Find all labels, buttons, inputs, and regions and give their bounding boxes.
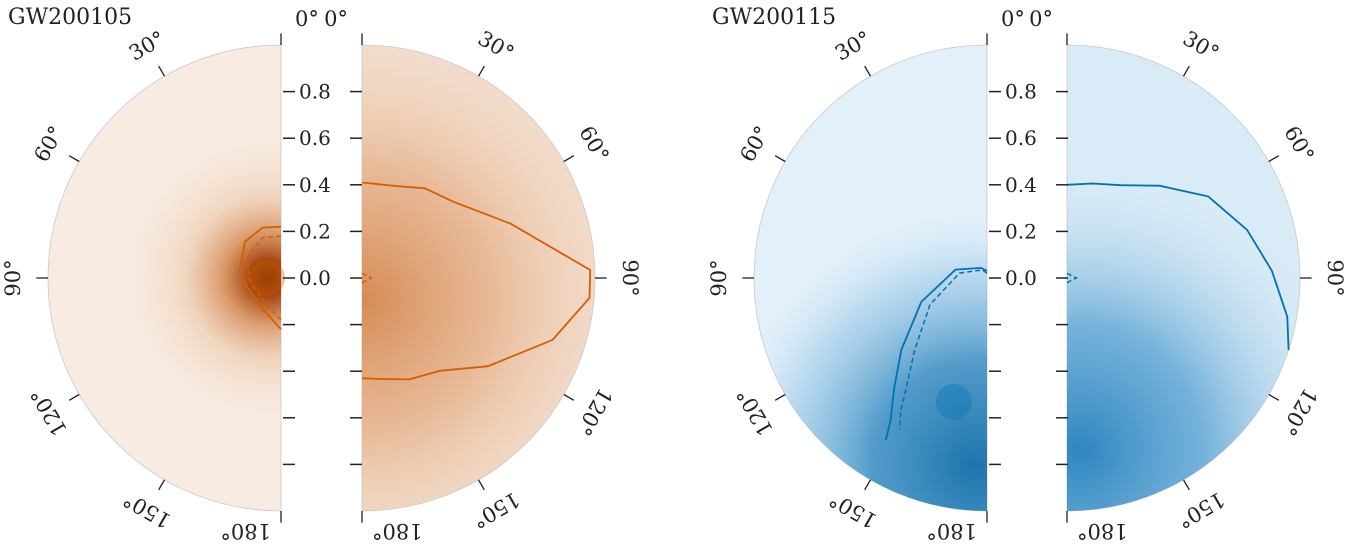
- angle-tick: [1268, 393, 1280, 401]
- angle-label-180: 180°: [926, 519, 977, 543]
- angle-label: 90°: [618, 259, 642, 296]
- angle-label-180: 180°: [220, 519, 271, 543]
- contour-90-dashed: [247, 235, 282, 321]
- angle-label: 60°: [735, 122, 774, 166]
- angle-label: 150°: [468, 487, 524, 533]
- angle-label: 120°: [26, 384, 72, 440]
- angle-tick: [158, 479, 166, 491]
- angle-tick: [774, 393, 786, 401]
- density-shading: [754, 45, 987, 511]
- angle-tick: [477, 65, 485, 77]
- angle-label: 60°: [1279, 122, 1318, 166]
- radius-tick-label: 0.6: [1005, 126, 1037, 150]
- angle-tick: [68, 393, 80, 401]
- angle-label: 90°: [1323, 259, 1347, 296]
- angle-label: 150°: [1173, 487, 1229, 533]
- radius-axis: 0.0 0.2 0.4 0.6 0.8: [989, 80, 1068, 466]
- angle-tick: [864, 479, 872, 491]
- radius-tick-label: 0.8: [1005, 80, 1037, 104]
- right-half-disk: 30° 60° 90° 120° 150° 0° 180°: [324, 7, 642, 543]
- density-peak: [249, 260, 286, 296]
- density-shading: [48, 45, 281, 511]
- radius-tick-label: 0.4: [1005, 173, 1037, 197]
- angle-tick: [68, 155, 80, 163]
- contour-90-solid: [361, 181, 592, 381]
- angle-label: 30°: [831, 26, 875, 65]
- polar-chart-1: GW20010530°60°90°120°150°0°180°30°60°90°…: [1, 5, 642, 543]
- density-shading: [1067, 45, 1300, 511]
- angle-label-0: 0°: [1029, 7, 1053, 31]
- angle-tick: [563, 155, 575, 163]
- angle-label-0: 0°: [1001, 7, 1025, 31]
- angle-label: 150°: [119, 487, 175, 533]
- angle-label: 30°: [474, 26, 518, 65]
- angle-label-0: 0°: [324, 7, 348, 31]
- angle-label: 120°: [732, 384, 778, 440]
- angle-label: 90°: [1, 259, 25, 296]
- angle-label: 120°: [571, 384, 617, 440]
- radius-tick-label: 0.4: [299, 173, 331, 197]
- density-shading: [362, 45, 595, 511]
- angle-label: 60°: [574, 122, 613, 166]
- angle-tick: [158, 65, 166, 77]
- chart-title: GW200105: [8, 5, 132, 30]
- angle-label: 30°: [125, 26, 169, 65]
- left-half-disk: 30° 60° 90° 120° 150° 0° 180°: [1, 7, 319, 543]
- angle-tick: [864, 65, 872, 77]
- left-half-disk: 30° 60° 90° 120° 150° 0° 180°: [707, 7, 1025, 543]
- angle-label-180: 180°: [1077, 519, 1128, 543]
- contour-90-solid: [1066, 182, 1290, 351]
- angle-tick: [477, 479, 485, 491]
- radius-tick-label: 0.2: [1005, 219, 1037, 243]
- contour-90-dashed: [898, 269, 988, 430]
- angle-tick: [1182, 479, 1190, 491]
- angle-label-0: 0°: [295, 7, 319, 31]
- contour-90-dashed: [361, 272, 373, 284]
- right-half-disk: 30° 60° 90° 120° 150° 0° 180°: [1029, 7, 1347, 543]
- angle-tick: [1268, 155, 1280, 163]
- chart-title: GW200115: [712, 5, 836, 30]
- angle-label-180: 180°: [372, 519, 423, 543]
- radius-tick-label: 0.2: [299, 219, 331, 243]
- polar-chart-2: GW20011530°60°90°120°150°0°180°30°60°90°…: [707, 5, 1347, 543]
- density-peak: [935, 383, 972, 420]
- radius-axis: 0.0 0.2 0.4 0.6 0.8: [283, 80, 362, 466]
- angle-label: 30°: [1179, 26, 1223, 65]
- angle-label: 90°: [707, 259, 731, 296]
- angle-tick: [563, 393, 575, 401]
- angle-label: 60°: [29, 122, 68, 166]
- radius-tick-label: 0.0: [1005, 266, 1037, 290]
- contour-90-dashed: [1066, 272, 1078, 284]
- contour-90-solid: [884, 266, 988, 441]
- radius-tick-label: 0.6: [299, 126, 331, 150]
- radius-tick-label: 0.8: [299, 80, 331, 104]
- radius-tick-label: 0.0: [299, 266, 331, 290]
- angle-label: 120°: [1276, 384, 1322, 440]
- angle-tick: [774, 155, 786, 163]
- contour-90-solid: [238, 225, 282, 330]
- angle-label: 150°: [825, 487, 881, 533]
- angle-tick: [1182, 65, 1190, 77]
